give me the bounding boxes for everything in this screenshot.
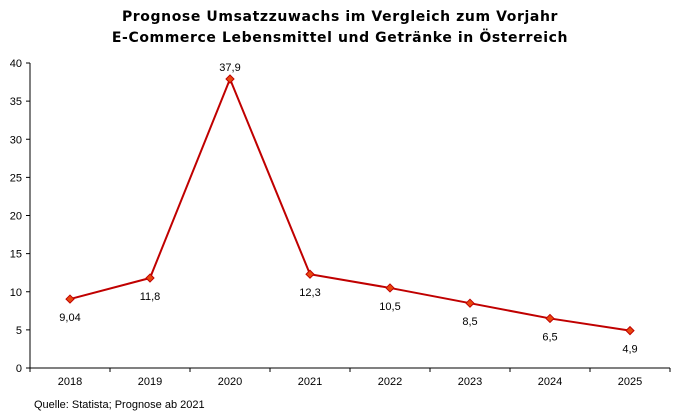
y-tick-label: 5 [16, 325, 22, 337]
x-tick-label: 2023 [458, 376, 482, 388]
y-tick-label: 35 [10, 96, 22, 108]
x-tick-label: 2022 [378, 376, 402, 388]
data-series [65, 74, 635, 336]
chart-subtitle: E-Commerce Lebensmittel und Getränke in … [111, 30, 569, 46]
data-label: 6,5 [542, 331, 557, 343]
data-point-marker [385, 283, 395, 293]
x-tick-label: 2019 [138, 376, 162, 388]
x-tick-label: 2024 [538, 376, 562, 388]
data-label: 11,8 [140, 291, 161, 303]
x-tick-label: 2020 [218, 376, 242, 388]
x-tick-label: 2025 [618, 376, 642, 388]
data-label: 4,9 [622, 344, 637, 356]
y-tick-label: 0 [16, 363, 22, 375]
data-label: 12,3 [299, 287, 320, 299]
data-label: 37,9 [219, 62, 240, 74]
data-label: 9,04 [59, 312, 80, 324]
data-point-marker [465, 298, 475, 308]
x-tick-label: 2021 [298, 376, 322, 388]
y-tick-label: 25 [10, 172, 22, 184]
y-tick-label: 40 [10, 58, 22, 70]
data-point-marker [145, 273, 155, 283]
data-label: 10,5 [379, 301, 400, 313]
x-axis-ticks: 2018 2019 2020 2021 2022 2023 2024 2025 [29, 368, 671, 388]
source-note: Quelle: Statista; Prognose ab 2021 [34, 399, 205, 411]
data-labels: 9,04 11,8 37,9 12,3 10,5 8,5 6,5 4,9 [59, 62, 637, 356]
data-label: 8,5 [462, 316, 477, 328]
data-point-marker [305, 269, 315, 279]
y-tick-label: 15 [10, 249, 22, 261]
data-point-marker [625, 325, 635, 336]
x-tick-label: 2018 [58, 376, 82, 388]
data-point-marker [225, 74, 235, 84]
y-tick-label: 20 [10, 211, 22, 223]
data-point-marker [65, 294, 75, 304]
y-tick-label: 10 [10, 287, 22, 299]
chart-title: Prognose Umsatzzuwachs im Vergleich zum … [121, 9, 559, 25]
data-point-marker [545, 313, 555, 324]
y-axis-ticks: 0 5 10 15 20 25 30 35 40 [10, 58, 30, 375]
y-tick-label: 30 [10, 134, 22, 146]
series-line [69, 76, 631, 332]
